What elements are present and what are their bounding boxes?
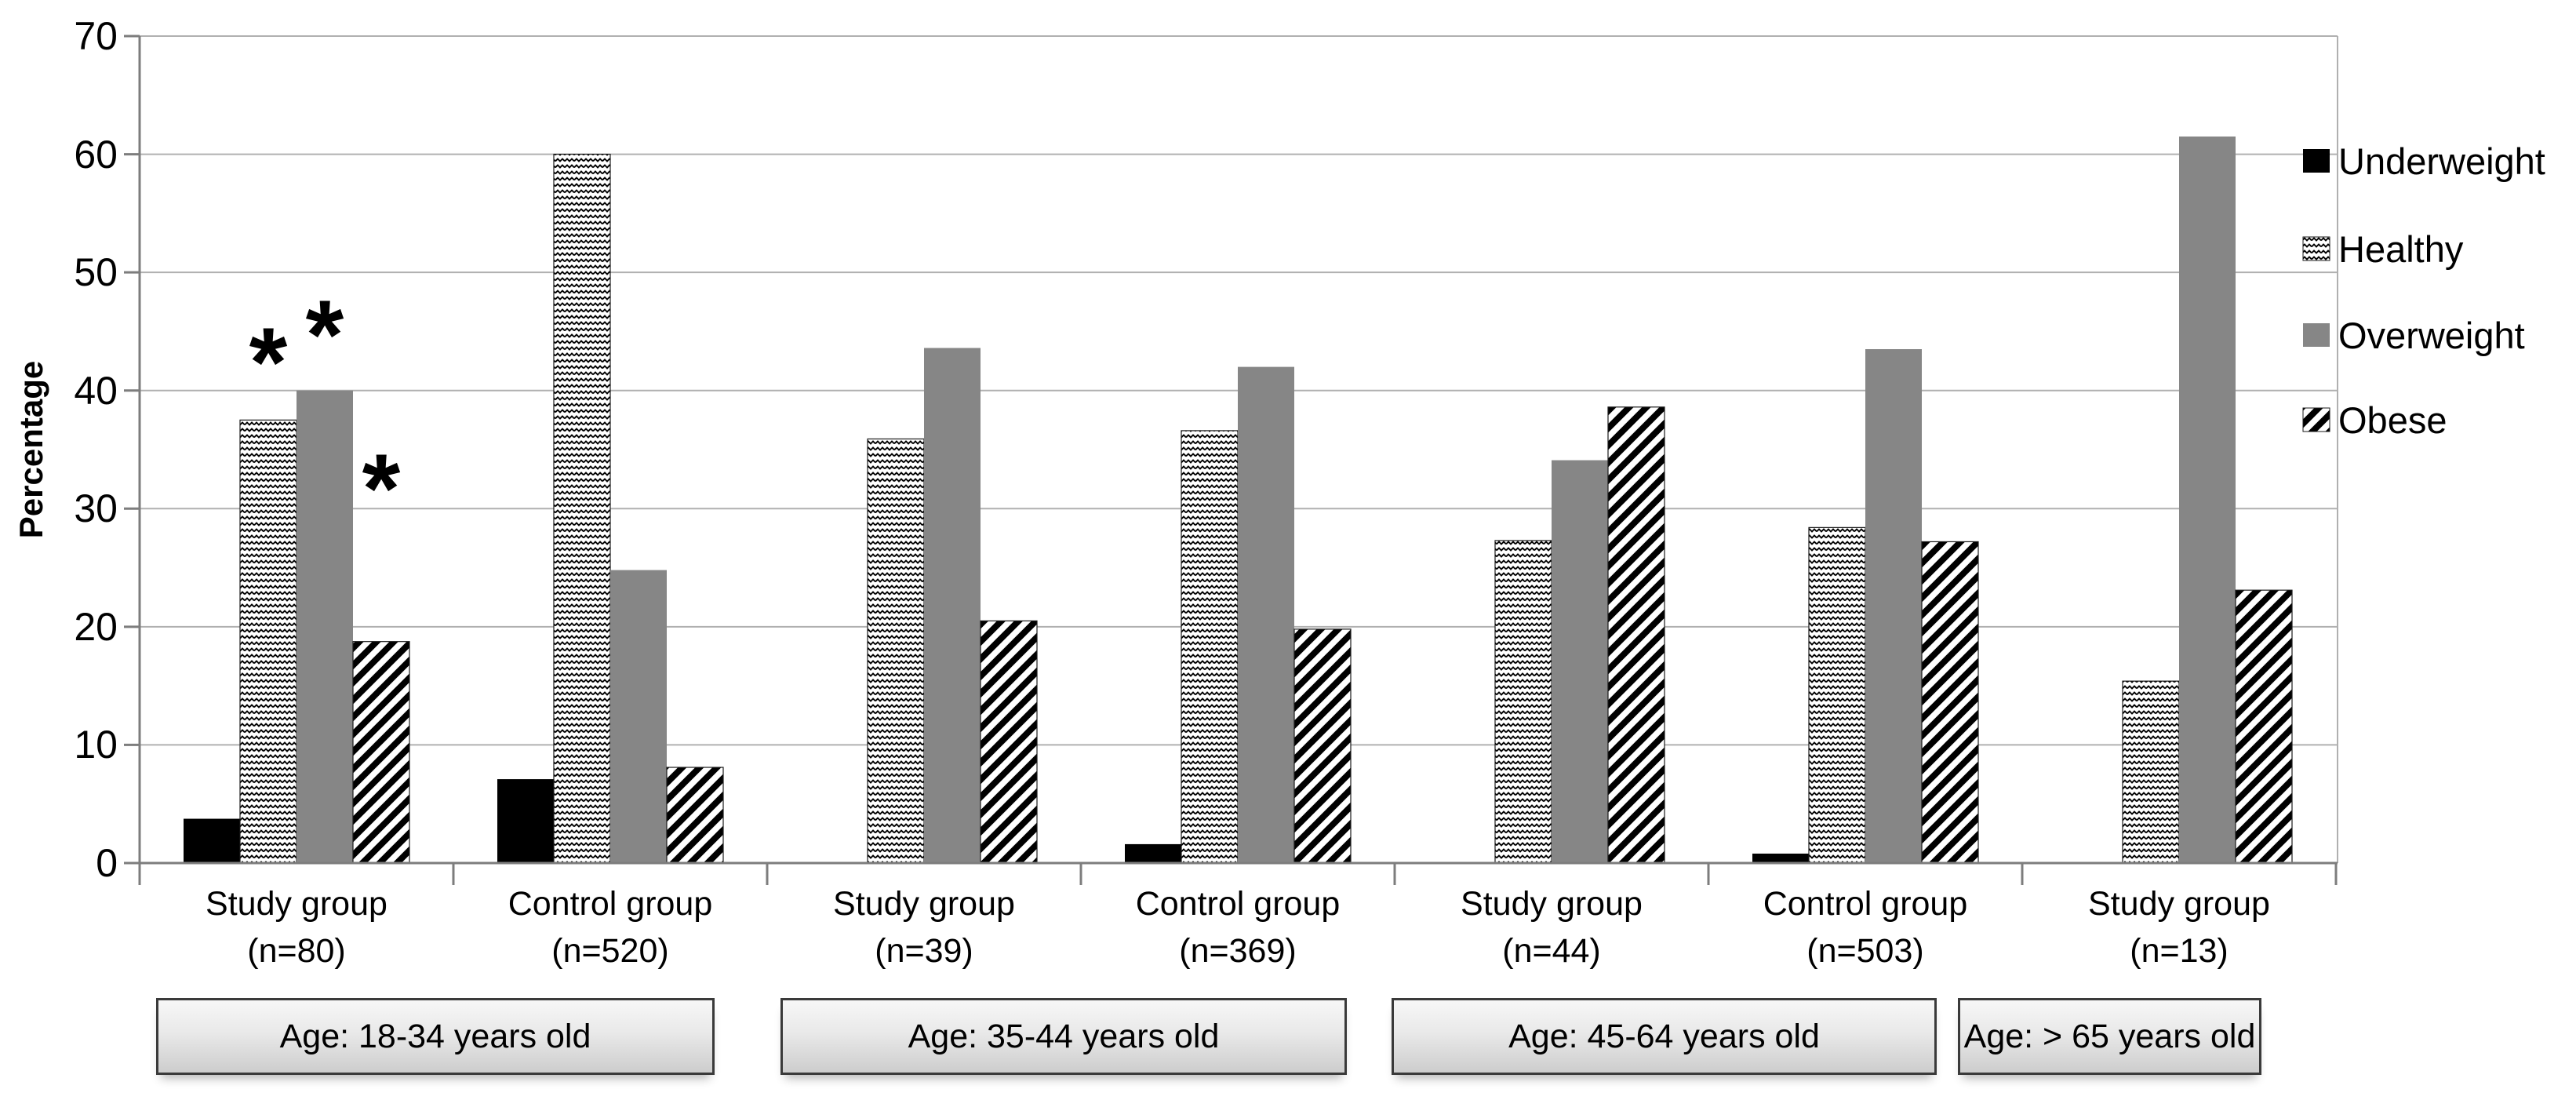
group-name: Study group [2088, 885, 2270, 923]
group-n: (n=520) [551, 932, 669, 970]
bar-underweight-group2 [497, 779, 554, 863]
bar-overweight-group3 [924, 348, 981, 864]
legend-label: Underweight [2338, 140, 2545, 182]
y-axis-tick-label: 50 [74, 250, 118, 295]
significance-asterisk: * [305, 281, 344, 391]
group-name: Control group [508, 885, 713, 923]
bar-healthy-group7 [2122, 680, 2180, 864]
significance-asterisk: * [249, 308, 288, 417]
bar-obese-group4 [1293, 628, 1352, 864]
bar-overweight-group1 [297, 390, 353, 863]
legend-label: Obese [2338, 399, 2447, 441]
bar-healthy-group4 [1181, 430, 1239, 864]
legend-item-healthy: Healthy [2302, 224, 2463, 274]
x-axis-group-label: Study group (n=39) [759, 880, 1089, 974]
bar-healthy-group3 [867, 438, 925, 864]
bar-obese-group7 [2235, 589, 2293, 864]
group-n: (n=503) [1806, 932, 1924, 970]
group-name: Study group [1461, 885, 1643, 923]
group-name: Study group [833, 885, 1015, 923]
bar-healthy-group6 [1808, 526, 1866, 864]
legend-swatch-overweight [2303, 323, 2330, 347]
age-band-box: Age: 18-34 years old [156, 998, 715, 1075]
age-band-box: Age: > 65 years old [1958, 998, 2261, 1075]
y-axis-title: Percentage [13, 360, 49, 539]
x-axis-group-label: Study group (n=13) [2014, 880, 2344, 974]
bar-obese-group5 [1607, 406, 1665, 864]
bar-overweight-group5 [1552, 460, 1608, 863]
bar-overweight-group2 [610, 570, 667, 863]
group-n: (n=80) [247, 932, 346, 970]
x-axis-group-label: Control group (n=503) [1701, 880, 2030, 974]
legend-item-overweight: Overweight [2302, 310, 2525, 360]
x-axis-group-label: Study group (n=80) [132, 880, 461, 974]
y-axis-tick-label: 60 [74, 132, 118, 177]
significance-asterisk: * [362, 435, 401, 545]
bar-healthy-group5 [1494, 540, 1552, 864]
legend-swatch-obese [2302, 407, 2330, 432]
y-axis-tick-label: 0 [96, 841, 118, 885]
bar-underweight-group6 [1752, 853, 1809, 863]
group-n: (n=44) [1502, 932, 1601, 970]
bar-overweight-group7 [2179, 136, 2236, 863]
legend-label: Overweight [2338, 314, 2525, 356]
legend-swatch-underweight [2303, 149, 2330, 173]
y-axis-tick-label: 30 [74, 486, 118, 531]
bar-obese-group2 [666, 767, 724, 864]
y-axis-tick-label: 40 [74, 368, 118, 413]
bar-obese-group6 [1921, 541, 1979, 864]
legend-item-obese: Obese [2302, 395, 2447, 445]
x-axis-group-label: Study group (n=44) [1387, 880, 1716, 974]
bar-healthy-group2 [553, 153, 611, 864]
y-axis-tick-label: 10 [74, 723, 118, 767]
bar-obese-group3 [980, 620, 1038, 864]
x-axis-group-label: Control group (n=369) [1073, 880, 1403, 974]
y-axis-tick-label: 70 [74, 14, 118, 58]
group-name: Control group [1763, 885, 1968, 923]
group-name: Study group [206, 885, 387, 923]
age-band-box: Age: 45-64 years old [1392, 998, 1937, 1075]
bar-healthy-group1 [239, 419, 297, 864]
group-n: (n=13) [2130, 932, 2229, 970]
bar-underweight-group1 [184, 818, 240, 863]
bar-overweight-group6 [1865, 349, 1922, 863]
bar-underweight-group4 [1125, 843, 1181, 863]
y-axis-tick-label: 20 [74, 604, 118, 649]
legend-swatch-healthy [2302, 236, 2330, 261]
age-band-box: Age: 35-44 years old [780, 998, 1347, 1075]
group-name: Control group [1135, 885, 1341, 923]
group-n: (n=369) [1179, 932, 1297, 970]
group-n: (n=39) [875, 932, 973, 970]
bar-obese-group1 [352, 641, 410, 864]
bar-overweight-group4 [1238, 366, 1294, 864]
legend-item-underweight: Underweight [2302, 136, 2545, 186]
legend-label: Healthy [2338, 228, 2464, 270]
x-axis-group-label: Control group (n=520) [446, 880, 775, 974]
